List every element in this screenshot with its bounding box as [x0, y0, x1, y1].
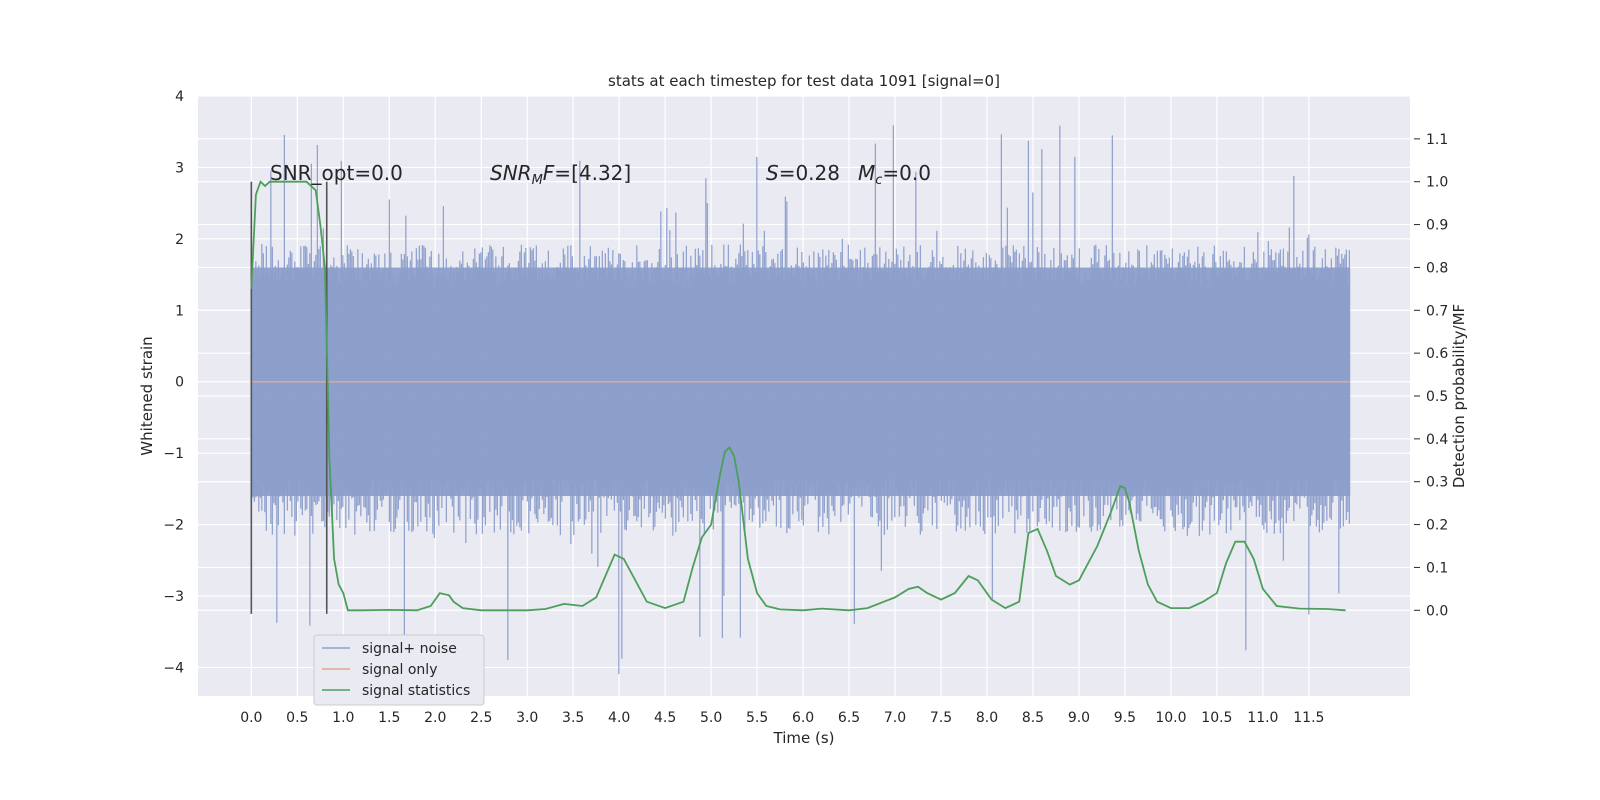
y-right-tick-label: 0.0: [1426, 603, 1448, 619]
y-right-tick-label: 1.1: [1426, 132, 1448, 148]
x-tick-label: 5.5: [746, 710, 768, 726]
signal-statistics-line: [250, 180, 1346, 612]
x-tick-label: 8.5: [1022, 710, 1044, 726]
y-right-tick-labels: 1.1 1.0 0.9 0.8 0.7 0.6 0.5 0.4 0.3 0.2 0.1 0.0: [1414, 132, 1448, 619]
x-tick-label: 0.0: [240, 710, 262, 726]
x-tick-label: 1.0: [332, 710, 354, 726]
y-left-tick-label: 4: [175, 89, 184, 105]
y-left-tick-label: 3: [175, 160, 184, 176]
y-right-tick-label: 0.4: [1426, 432, 1448, 448]
x-tick-label: 8.0: [976, 710, 998, 726]
vertical-markers: [250, 181, 328, 614]
annotation-snr-mf-value: [4.32]: [571, 161, 631, 185]
y-right-tick-label: 0.6: [1426, 346, 1448, 362]
annotation-s: S=0.28: [766, 161, 840, 185]
y-right-tick-label: 0.3: [1426, 475, 1448, 491]
y-left-tick-label: 1: [175, 303, 184, 319]
legend-label-signal-only: signal only: [362, 662, 437, 678]
annotation-snr-mf: SNRMF=[4.32]: [490, 161, 631, 188]
x-tick-label: 5.0: [700, 710, 722, 726]
signal-statistics-series: [250, 180, 1346, 612]
x-tick-label: 7.5: [930, 710, 952, 726]
svg-text:SNRMF=[4.32]: SNRMF=[4.32]: [490, 161, 631, 188]
x-tick-label: 6.0: [792, 710, 814, 726]
annotation-s-value: =0.28: [779, 161, 840, 185]
y-left-tick-labels: 4 3 2 1 0 −1 −2 −3 −4: [163, 89, 184, 676]
annotation-snr-opt: SNR_opt=0.0: [270, 161, 403, 185]
x-tick-label: 1.5: [378, 710, 400, 726]
x-tick-label: 4.5: [654, 710, 676, 726]
y-left-tick-label: −3: [163, 589, 184, 605]
y-left-tick-label: −4: [163, 660, 184, 676]
y-left-tick-label: 0: [175, 375, 184, 391]
y-right-tick-label: 0.9: [1426, 218, 1448, 234]
x-tick-label: 3.5: [562, 710, 584, 726]
y-left-tick-label: 2: [175, 232, 184, 248]
y-left-tick-label: −2: [163, 518, 184, 534]
y-right-tick-label: 0.7: [1426, 303, 1448, 319]
x-tick-labels: 0.0 0.5 1.0 1.5 2.0 2.5 3.0 3.5 4.0 4.5 5.0 5.5 6.0 6…: [240, 710, 1324, 726]
x-tick-label: 9.5: [1114, 710, 1136, 726]
x-tick-label: 7.0: [884, 710, 906, 726]
x-tick-label: 4.0: [608, 710, 630, 726]
x-tick-label: 11.5: [1293, 710, 1324, 726]
x-tick-label: 0.5: [286, 710, 308, 726]
legend-label-signal-statistics: signal statistics: [362, 683, 470, 699]
legend-label-signal-noise: signal+ noise: [362, 641, 457, 657]
annotation-mc: Mc=0.0: [858, 161, 931, 188]
x-tick-label: 2.5: [470, 710, 492, 726]
y-right-tick-label: 0.2: [1426, 518, 1448, 534]
x-tick-label: 2.0: [424, 710, 446, 726]
annotation-mc-value: =0.0: [882, 161, 931, 185]
x-tick-label: 10.0: [1155, 710, 1186, 726]
chart-title: stats at each timestep for test data 109…: [608, 72, 1000, 90]
x-tick-label: 9.0: [1068, 710, 1090, 726]
y-right-tick-label: 0.8: [1426, 260, 1448, 276]
legend: signal+ noise signal only signal statist…: [313, 634, 485, 706]
x-tick-label: 3.0: [516, 710, 538, 726]
x-tick-label: 11.0: [1247, 710, 1278, 726]
y-right-tick-label: 1.0: [1426, 175, 1448, 191]
svg-text:Mc=0.0: Mc=0.0: [858, 161, 931, 188]
y-axis-right-label: Detection probability/MF: [1450, 304, 1468, 488]
svg-text:S=0.28: S=0.28: [766, 161, 840, 185]
y-axis-left-label: Whitened strain: [138, 336, 156, 455]
y-left-tick-label: −1: [163, 446, 184, 462]
x-tick-label: 6.5: [838, 710, 860, 726]
y-right-tick-label: 0.5: [1426, 389, 1448, 405]
x-tick-label: 10.5: [1201, 710, 1232, 726]
x-axis-label: Time (s): [773, 729, 835, 747]
y-right-tick-label: 0.1: [1426, 560, 1448, 576]
legend-box: [313, 634, 485, 706]
